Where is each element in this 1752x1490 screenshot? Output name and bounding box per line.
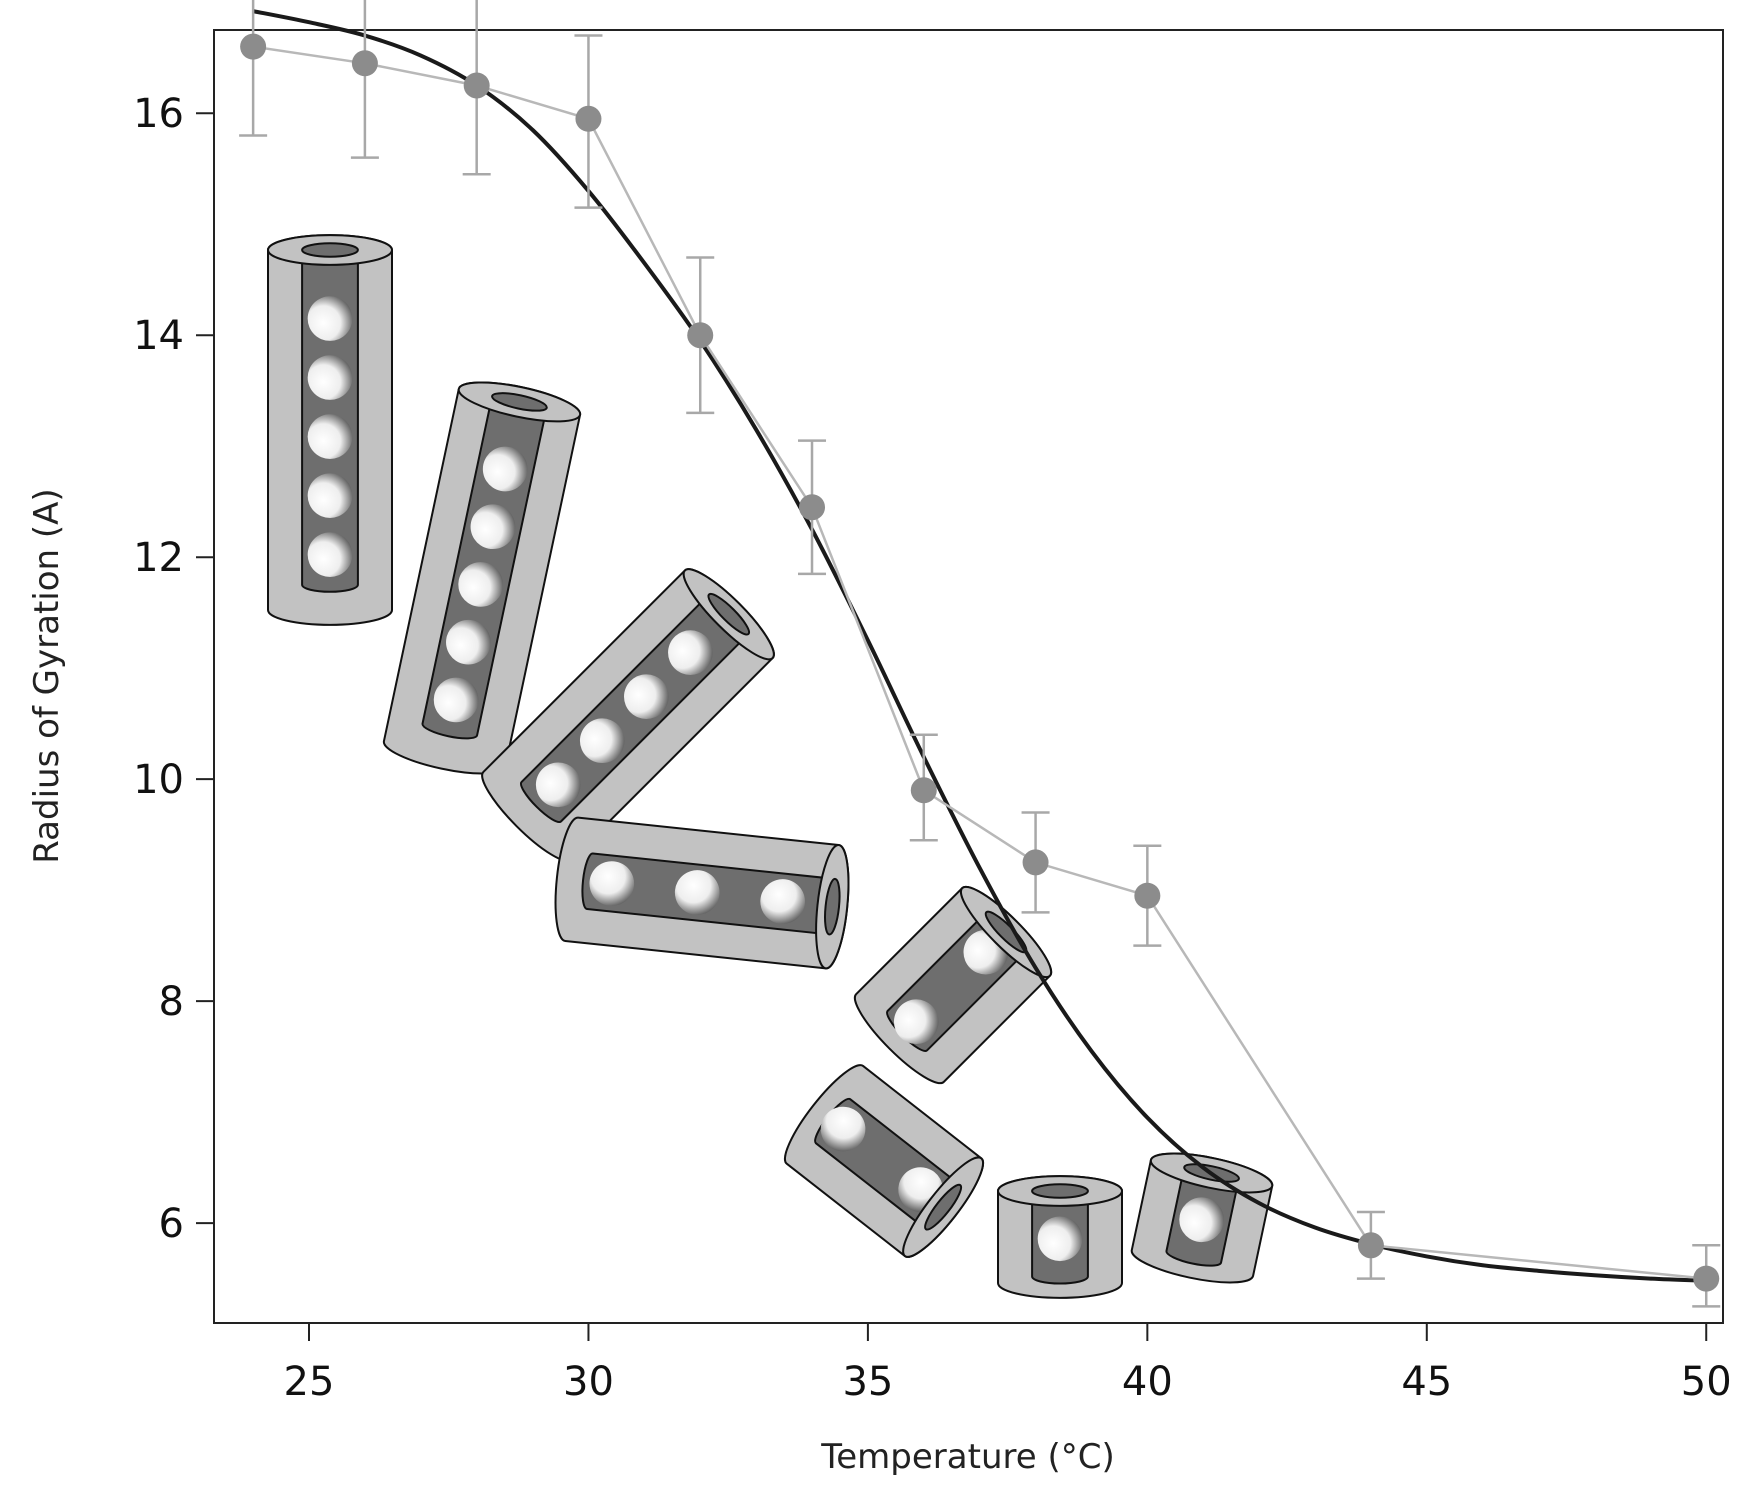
y-axis-title: Radius of Gyration (A): [27, 488, 67, 863]
sphere-icon: [535, 762, 581, 808]
cylinder-illustration: [382, 381, 582, 775]
sphere-icon: [470, 504, 516, 550]
sphere-icon: [307, 532, 353, 577]
sphere-icon: [820, 1106, 866, 1152]
data-series-layer: [239, 0, 1721, 1308]
x-tick-label: 50: [1681, 1359, 1732, 1405]
y-tick-label: 6: [159, 1201, 184, 1247]
sphere-icon: [307, 414, 353, 459]
sphere-icon: [674, 870, 720, 915]
x-tick-label: 45: [1401, 1359, 1452, 1405]
data-point: [1693, 1265, 1720, 1292]
sphere-icon: [624, 674, 669, 719]
x-axis: 25 30 35 40 45 50: [284, 1323, 1732, 1405]
data-point: [463, 72, 490, 99]
data-point: [575, 105, 602, 132]
x-tick-label: 40: [1122, 1359, 1173, 1405]
fit-curve-layer: [252, 9, 1707, 1283]
y-axis: 6 8 10 12 14 16: [133, 91, 214, 1247]
fit-curve: [252, 9, 1707, 1283]
sphere-icon: [433, 677, 479, 723]
sphere-icon: [1037, 1216, 1083, 1262]
y-tick-label: 14: [133, 313, 184, 359]
data-point: [799, 494, 826, 521]
sphere-icon: [760, 879, 805, 924]
x-tick-label: 30: [563, 1359, 614, 1405]
cylinder-illustration: [997, 1175, 1123, 1299]
cylinder-schematics: [267, 234, 1274, 1299]
x-tick-label: 35: [842, 1359, 893, 1405]
sphere-icon: [307, 296, 353, 341]
data-point: [687, 322, 714, 349]
data-point: [240, 33, 267, 60]
sphere-icon: [893, 999, 939, 1045]
sphere-icon: [446, 619, 491, 665]
sphere-icon: [589, 861, 635, 906]
x-tick-label: 25: [284, 1359, 335, 1405]
sphere-icon: [307, 473, 353, 518]
cylinder-illustration: [554, 816, 850, 970]
sphere-icon: [1179, 1197, 1224, 1243]
sphere-icon: [579, 718, 625, 764]
data-point: [1022, 849, 1049, 876]
y-tick-label: 10: [133, 757, 184, 803]
data-point: [1357, 1232, 1384, 1259]
y-tick-label: 8: [159, 979, 184, 1025]
x-axis-title: Temperature (°C): [820, 1437, 1114, 1477]
y-tick-label: 16: [133, 91, 184, 137]
cylinder-illustration: [267, 234, 393, 626]
sphere-icon: [482, 446, 528, 492]
cylinder-illustration: [481, 568, 775, 862]
sphere-icon: [668, 630, 713, 675]
data-point: [351, 50, 378, 77]
sphere-icon: [307, 355, 353, 400]
sphere-icon: [458, 562, 503, 607]
cylinder-illustration: [783, 1064, 985, 1258]
data-point: [1134, 882, 1161, 909]
y-tick-label: 12: [133, 535, 184, 581]
data-point: [910, 777, 937, 804]
